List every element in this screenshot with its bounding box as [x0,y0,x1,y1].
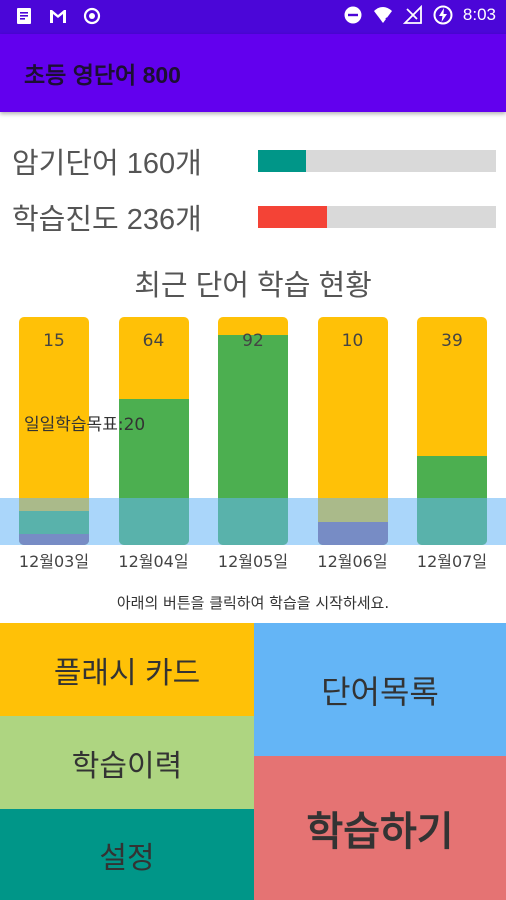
study-progress-label: 학습진도 236개 [12,204,202,236]
study-progress-bar [258,206,496,228]
word-list-button[interactable]: 단어목록 [254,623,506,756]
study-button-label: 학습하기 [306,810,454,854]
chart-bar-value-label: 39 [441,331,463,351]
recent-study-chart: 15 12월03일 64 12월04일 92 12월05일 10 12월06일 39 12월07일… [0,300,506,580]
app-bar: 초등 영단어 800 [0,34,506,112]
status-left-icons [14,6,102,26]
memorized-progress-bar [258,150,496,172]
settings-button-label: 설정 [99,841,155,875]
no-signal-icon [402,5,422,24]
daily-goal-band [0,498,506,545]
battery-charging-icon [433,5,453,25]
memorized-progress-fill [258,150,306,172]
history-button-label: 학습이력 [71,749,183,783]
note-icon [17,8,31,24]
word-list-button-label: 단어목록 [321,673,439,710]
chart-title: 최근 단어 학습 현황 [134,270,372,302]
status-bar: 8:03 [0,0,506,34]
memorized-words-row: 암기단어 160개 [12,140,496,180]
chart-bar-value-label: 15 [43,331,65,351]
hint-text: 아래의 버튼을 클릭하여 학습을 시작하세요. [116,594,390,612]
chart-date-label: 12월04일 [118,552,189,571]
dnd-icon [344,6,362,24]
wifi-icon [373,7,392,23]
daily-goal-label: 일일학습목표:20 [24,415,146,435]
memorized-words-label: 암기단어 160개 [12,148,202,180]
history-button[interactable]: 학습이력 [0,716,254,809]
chart-date-label: 12월05일 [217,552,289,571]
app-title: 초등 영단어 800 [24,62,181,88]
chart-bar-value-label: 10 [341,331,364,351]
gmail-icon [50,10,66,23]
chart-date-label: 12월06일 [317,552,388,571]
settings-button[interactable]: 설정 [0,809,254,900]
status-right-icons: 8:03 [343,5,496,25]
flashcard-button-label: 플래시 카드 [53,656,201,690]
study-progress-fill [258,206,328,228]
study-button[interactable]: 학습하기 [254,756,506,900]
study-progress-row: 학습진도 236개 [12,196,496,236]
chart-bar-value-label: 92 [242,331,264,351]
chart-date-label: 12월07일 [416,552,488,571]
chart-date-label: 12월03일 [18,552,90,571]
status-time: 8:03 [462,5,496,24]
record-icon [83,7,101,25]
flashcard-button[interactable]: 플래시 카드 [0,623,254,716]
chart-bar-value-label: 64 [142,331,165,351]
